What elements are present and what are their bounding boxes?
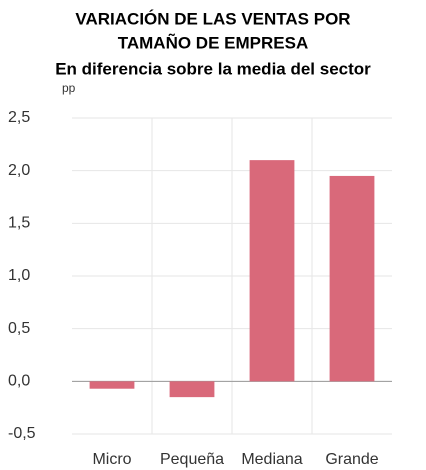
y-tick-label: 0,0 (8, 373, 30, 390)
bar (249, 160, 295, 382)
chart-title: VARIACIÓN DE LAS VENTAS POR (75, 9, 350, 28)
x-tick-label: Mediana (241, 451, 302, 468)
y-tick-label: 2,5 (8, 109, 30, 126)
y-axis-label: pp (62, 81, 76, 95)
bar (89, 381, 135, 389)
bar (169, 381, 215, 398)
y-tick-label: -0,5 (8, 425, 36, 442)
bar (329, 175, 375, 382)
x-tick-label: Pequeña (160, 451, 224, 468)
y-tick-label: 2,0 (8, 162, 30, 179)
chart-subtitle: En diferencia sobre la media del sector (55, 59, 371, 78)
chart-title: TAMAÑO DE EMPRESA (118, 32, 308, 52)
x-tick-label: Grande (325, 451, 378, 468)
x-tick-label: Micro (92, 451, 131, 468)
y-tick-label: 1,0 (8, 267, 30, 284)
y-tick-label: 1,5 (8, 215, 30, 232)
y-tick-label: 0,5 (8, 320, 30, 337)
